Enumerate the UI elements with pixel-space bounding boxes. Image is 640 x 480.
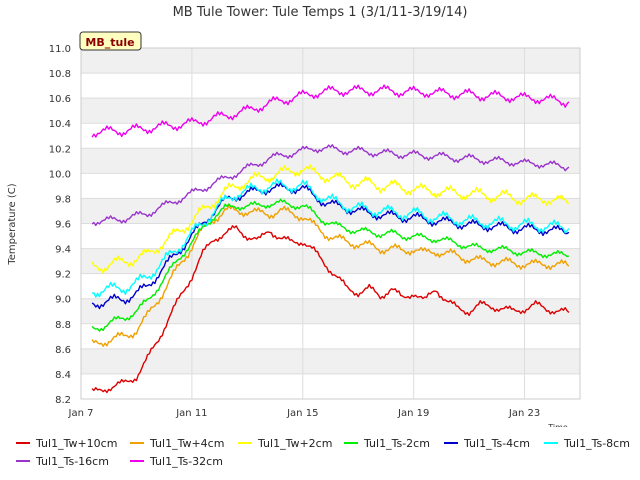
legend: Tul1_Tw+10cm Tul1_Tw+4cm Tul1_Tw+2cm Tul1_T… — [0, 434, 640, 474]
legend-item: Tul1_Ts-32cm — [130, 452, 223, 470]
axes: 8.2 8.4 8.6 8.8 9.0 9.2 9.4 9.6 9.8 10.0 10.2 10.4 1… — [49, 44, 581, 419]
y-tick-label: 8.6 — [55, 345, 71, 356]
x-axis-label: Time — [547, 423, 568, 432]
x-tick-label: Jan 7 — [68, 408, 94, 419]
legend-label: Tul1_Ts-16cm — [36, 454, 109, 468]
legend-label: Tul1_Tw+4cm — [150, 436, 225, 450]
plot-band — [81, 273, 580, 299]
plot-band — [81, 323, 580, 349]
y-tick-label: 9.0 — [55, 295, 71, 306]
legend-label: Tul1_Tw+2cm — [258, 436, 333, 450]
legend-swatch — [444, 442, 458, 444]
legend-item: Tul1_Tw+2cm — [238, 434, 332, 452]
y-tick-label: 9.2 — [55, 270, 71, 281]
plot-band — [81, 48, 580, 74]
y-tick-label: 10.8 — [49, 69, 71, 80]
x-tick-label: Jan 19 — [397, 408, 429, 419]
plot-band — [81, 298, 580, 324]
plot-bands — [81, 48, 580, 399]
legend-swatch — [344, 442, 358, 444]
y-tick-label: 8.8 — [55, 320, 71, 331]
plot-band — [81, 73, 580, 99]
series-line — [91, 84, 570, 138]
legend-item: Tul1_Ts-16cm — [16, 452, 109, 470]
plot-frame — [80, 47, 581, 400]
y-tick-label: 10.2 — [49, 144, 71, 155]
chart-title: MB Tule Tower: Tule Temps 1 (3/1/11-3/19… — [173, 5, 468, 20]
y-tick-label: 10.0 — [49, 169, 71, 180]
x-tick-label: Jan 11 — [175, 408, 207, 419]
y-tick-label: 9.4 — [55, 245, 71, 256]
y-tick-label: 9.6 — [55, 220, 71, 231]
plot-band — [81, 123, 580, 149]
legend-item: Tul1_Ts-4cm — [444, 434, 530, 452]
y-tick-label: 10.4 — [49, 119, 71, 130]
plot-band — [81, 173, 580, 199]
y-tick-label: 10.6 — [49, 94, 71, 105]
x-tick-label: Jan 15 — [286, 408, 318, 419]
legend-swatch — [16, 442, 30, 444]
series-lines — [91, 84, 570, 394]
legend-swatch — [16, 460, 30, 462]
plot-band — [81, 373, 580, 399]
legend-swatch — [544, 442, 558, 444]
series-line — [91, 204, 570, 347]
y-tick-label: 9.8 — [55, 194, 71, 205]
legend-label: Tul1_Ts-4cm — [464, 436, 530, 450]
series-line — [91, 178, 570, 298]
plot-band — [81, 98, 580, 124]
series-line — [91, 225, 570, 394]
legend-label: Tul1_Ts-32cm — [150, 454, 223, 468]
series-line — [91, 182, 570, 310]
legend-item: Tul1_Tw+10cm — [16, 434, 117, 452]
y-tick-label: 8.4 — [55, 370, 71, 381]
series-line — [91, 198, 570, 332]
plot-band — [81, 148, 580, 174]
legend-label: Tul1_Ts-2cm — [364, 436, 430, 450]
legend-swatch — [130, 442, 144, 444]
x-tick-label: Jan 23 — [508, 408, 540, 419]
legend-label: Tul1_Tw+10cm — [36, 436, 118, 450]
legend-item: Tul1_Tw+4cm — [130, 434, 224, 452]
legend-item: Tul1_Ts-2cm — [344, 434, 430, 452]
plot-band — [81, 348, 580, 374]
series-line — [91, 164, 570, 274]
y-tick-label: 11.0 — [49, 44, 71, 55]
y-tick-label: 8.2 — [55, 395, 71, 406]
legend-swatch — [238, 442, 252, 444]
legend-swatch — [130, 460, 144, 462]
y-axis-label: Temperature (C) — [7, 183, 18, 265]
station-badge: MB_tule — [79, 31, 142, 51]
plot-band — [81, 223, 580, 249]
legend-item: Tul1_Ts-8cm — [544, 434, 630, 452]
station-badge-label: MB_tule — [85, 36, 134, 49]
series-line — [91, 144, 570, 227]
legend-label: Tul1_Ts-8cm — [564, 436, 630, 450]
plot-band — [81, 248, 580, 274]
